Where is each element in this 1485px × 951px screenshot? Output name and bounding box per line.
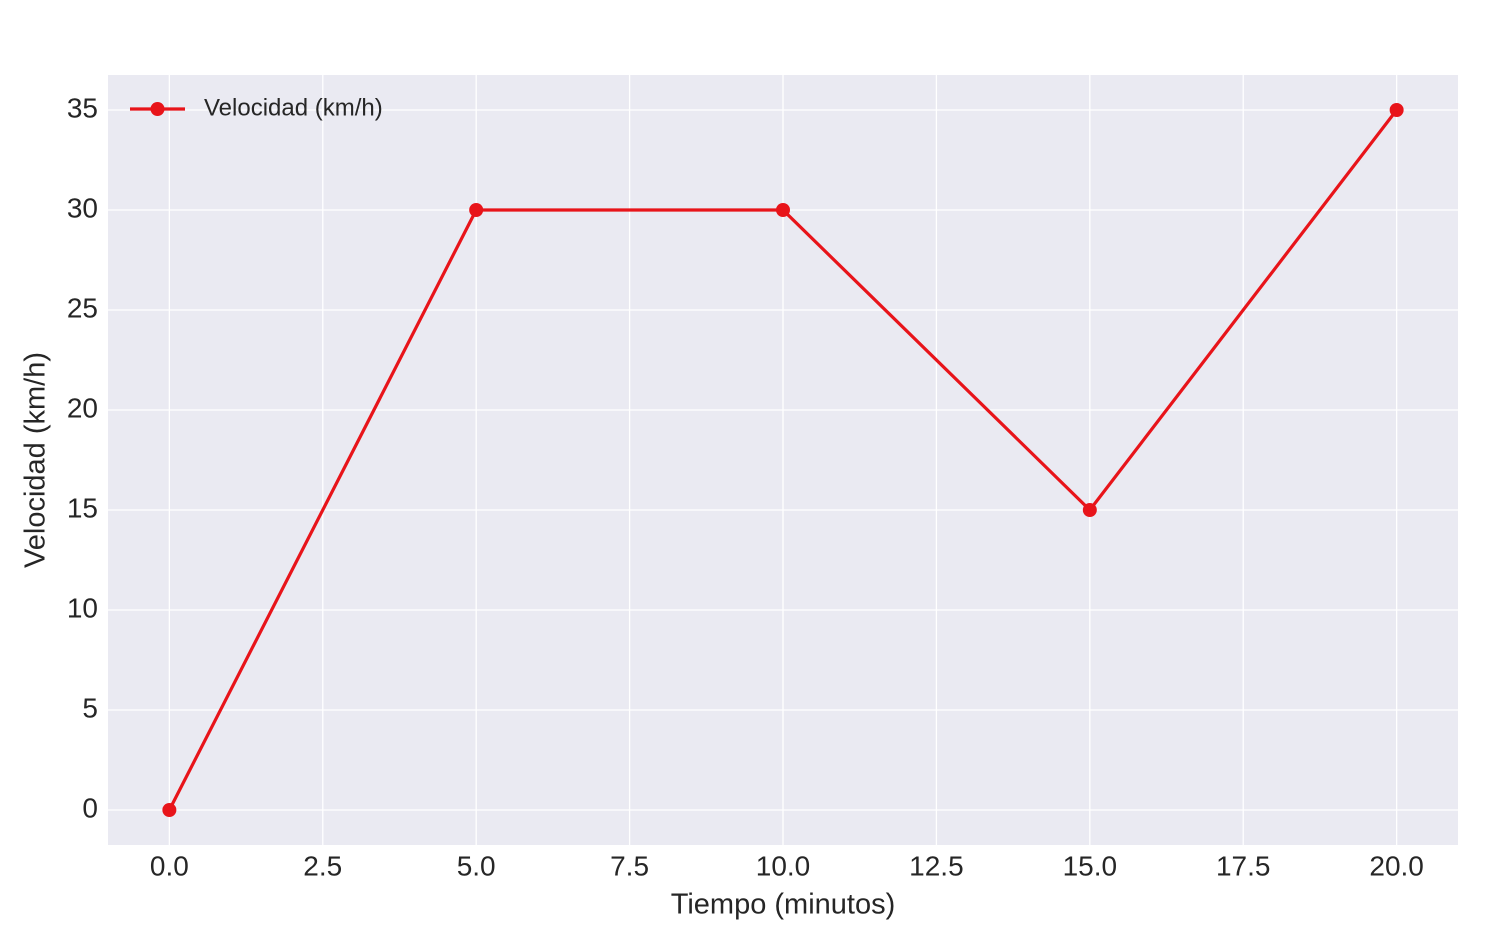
- x-tick-label: 0.0: [150, 850, 189, 881]
- point: [162, 803, 177, 817]
- y-tick-label: 20: [67, 392, 98, 423]
- point: [1082, 503, 1097, 517]
- point: [776, 203, 790, 217]
- y-tick-label: 10: [67, 592, 98, 623]
- x-tick-label: 7.5: [610, 850, 649, 881]
- y-tick-label: 15: [67, 492, 98, 523]
- x-tick-label: 5.0: [457, 850, 496, 881]
- x-tick-label: 20.0: [1369, 850, 1424, 881]
- y-tick-label: 30: [67, 192, 98, 223]
- y-tick-label: 35: [67, 92, 98, 123]
- x-tick-label: 2.5: [303, 850, 342, 881]
- point: [469, 203, 484, 217]
- legend-marker: [150, 102, 165, 116]
- y-tick-label: 0: [82, 792, 98, 823]
- y-axis-label: Velocidad (km/h): [20, 352, 52, 568]
- x-tick-label: 12.5: [909, 850, 964, 881]
- point: [1389, 103, 1404, 117]
- x-tick-label: 17.5: [1216, 850, 1271, 881]
- x-tick-label: 10.0: [756, 850, 811, 881]
- x-axis-label: Tiempo (minutos): [671, 889, 896, 921]
- y-tick-label: 5: [82, 692, 98, 723]
- y-tick-label: 25: [67, 292, 98, 323]
- x-tick-label: 15.0: [1063, 850, 1118, 881]
- legend-text: Velocidad (km/h): [204, 94, 383, 121]
